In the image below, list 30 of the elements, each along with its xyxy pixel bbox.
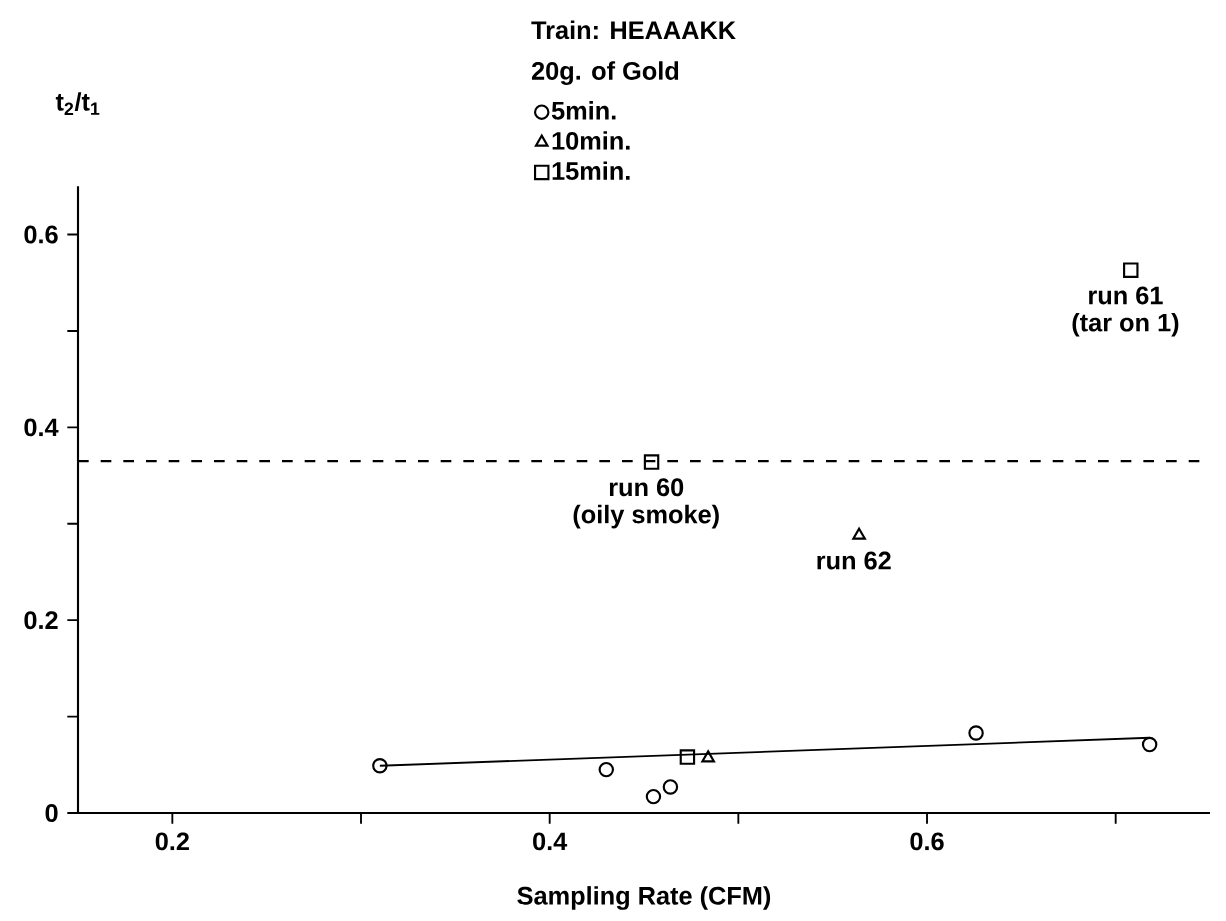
y-tick-label: 0.6 — [24, 225, 58, 244]
point — [643, 454, 660, 470]
annotation: (tar on 1) — [1072, 312, 1179, 337]
point — [701, 750, 715, 763]
x-axis-title: Sampling Rate (CFM) — [517, 886, 771, 910]
annotation: run 62 — [817, 551, 891, 570]
point — [598, 761, 615, 778]
x-tick-label: 0.2 — [155, 832, 189, 851]
y-axis-title: t$_{2}$/t$_{1}$ — [55, 92, 100, 115]
x-tick-label: 0.6 — [910, 832, 944, 851]
chart-title: Train: HEAAAKK — [531, 20, 736, 40]
point — [372, 758, 388, 774]
y-tick-label: 0 — [45, 804, 58, 822]
point — [852, 527, 866, 540]
legend-label: 5min. — [551, 101, 616, 120]
y-tick-label: 0.4 — [24, 418, 59, 437]
point — [1141, 736, 1158, 753]
point — [1123, 262, 1139, 278]
point — [968, 725, 984, 741]
legend-label: 10min. — [552, 131, 630, 150]
x-tick-label: 0.4 — [533, 832, 568, 851]
legend-label: 15min. — [552, 161, 630, 180]
y-tick-label: 0.2 — [24, 611, 58, 630]
point — [679, 749, 696, 765]
annotation: run 60 — [609, 478, 684, 497]
legend-title: 20g. of Gold — [531, 61, 679, 85]
point — [662, 779, 679, 795]
annotation: run 61 — [1089, 286, 1163, 305]
point — [645, 788, 662, 805]
annotation: (oily smoke) — [573, 504, 719, 529]
